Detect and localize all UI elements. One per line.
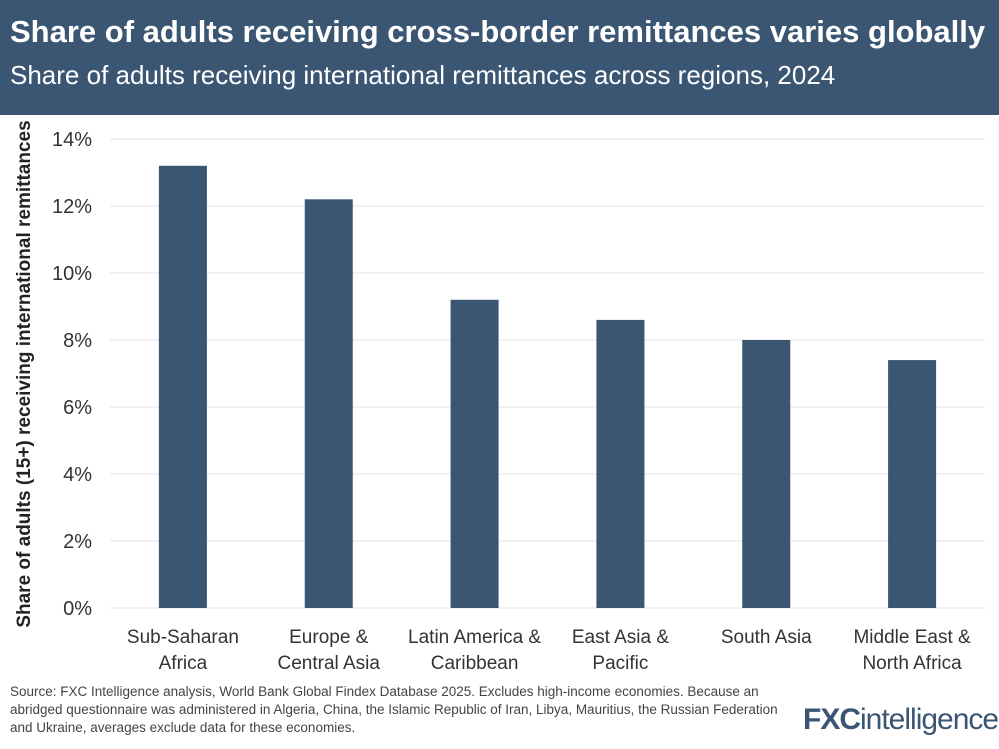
y-tick-label: 4%	[63, 464, 92, 486]
y-tick-label: 0%	[63, 598, 92, 620]
x-tick-label: North Africa	[862, 653, 962, 674]
bar	[596, 319, 645, 608]
bar	[888, 360, 937, 608]
y-axis-label: Share of adults (15+) receiving internat…	[14, 120, 35, 627]
y-tick-label: 8%	[63, 330, 92, 352]
x-tick-label: South Asia	[721, 627, 812, 648]
y-tick-label: 14%	[52, 129, 92, 151]
y-tick-label: 6%	[63, 397, 92, 419]
x-tick-label: Pacific	[592, 653, 648, 674]
y-tick-label: 12%	[52, 196, 92, 218]
fxc-intelligence-logo: FXCintelligence™	[803, 703, 999, 736]
x-tick-label: Central Asia	[278, 653, 381, 674]
x-tick-label: Sub-Saharan	[127, 627, 239, 648]
x-tick-label: Africa	[159, 653, 208, 674]
x-tick-label: Caribbean	[431, 653, 519, 674]
chart-title: Share of adults receiving cross-border r…	[10, 14, 986, 49]
x-tick-label: Europe &	[289, 627, 369, 648]
chart-subtitle: Share of adults receiving international …	[10, 60, 836, 90]
x-tick-label: Latin America &	[408, 627, 541, 648]
bar	[304, 199, 353, 609]
x-tick-label: Middle East &	[853, 627, 971, 648]
y-tick-label: 10%	[52, 263, 92, 285]
y-tick-label: 2%	[63, 531, 92, 553]
bar-chart: 0% 2% 4% 6% 8% 10% 12% 14% Sub-Saharan Africa Euro…	[14, 120, 985, 674]
x-tick-label: East Asia &	[572, 627, 669, 648]
source-note: Source: FXC Intelligence analysis, World…	[10, 684, 778, 735]
bar	[742, 340, 791, 608]
bar	[158, 165, 207, 609]
header: Share of adults receiving cross-border r…	[0, 0, 999, 115]
bar	[450, 299, 499, 608]
